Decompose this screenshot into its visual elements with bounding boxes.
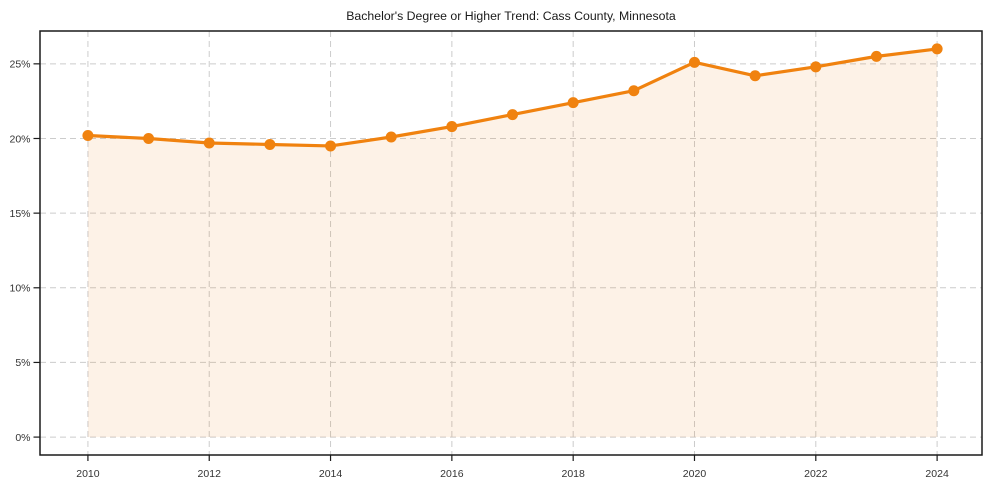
spine-layer: [39, 30, 983, 456]
y-tick-label: 25%: [9, 59, 30, 71]
data-point-2023: [870, 50, 882, 62]
marker-layer: [82, 43, 943, 152]
data-point-2010: [82, 130, 94, 142]
data-point-2013: [264, 138, 276, 150]
label-layer: 0% 5% 10% 15% 20% 25% 2010 2012 2014 2016 2018 2020…: [9, 59, 948, 480]
x-tick-label: 2024: [925, 468, 949, 480]
data-point-2024: [931, 43, 943, 55]
x-tick-label: 2016: [440, 468, 464, 480]
x-tick-label: 2012: [198, 468, 222, 480]
data-point-2014: [325, 140, 337, 152]
data-point-2017: [507, 109, 519, 121]
y-tick-label: 15%: [9, 208, 30, 220]
x-tick-label: 2010: [76, 468, 100, 480]
data-point-2019: [628, 85, 640, 97]
x-tick-label: 2014: [319, 468, 343, 480]
area-fill: [87, 48, 938, 438]
data-point-2018: [567, 97, 579, 109]
data-point-2021: [749, 70, 761, 82]
x-tick-label: 2018: [561, 468, 585, 480]
x-tick-label: 2020: [683, 468, 707, 480]
y-tick-label: 0%: [15, 432, 30, 444]
data-point-2022: [810, 61, 822, 73]
data-point-2011: [143, 132, 155, 144]
data-point-2016: [446, 121, 458, 133]
y-tick-label: 10%: [9, 283, 30, 295]
data-point-2015: [385, 131, 397, 143]
x-tick-label: 2022: [804, 468, 828, 480]
y-tick-label: 20%: [9, 133, 30, 145]
tick-layer: [33, 63, 938, 461]
y-tick-label: 5%: [15, 357, 30, 369]
data-point-2012: [203, 137, 215, 149]
chart-title: Bachelor's Degree or Higher Trend: Cass …: [346, 9, 676, 23]
plot-border: [39, 30, 983, 456]
grid-layer: [40, 31, 982, 455]
data-point-2020: [688, 56, 700, 68]
area-layer: [87, 48, 938, 438]
